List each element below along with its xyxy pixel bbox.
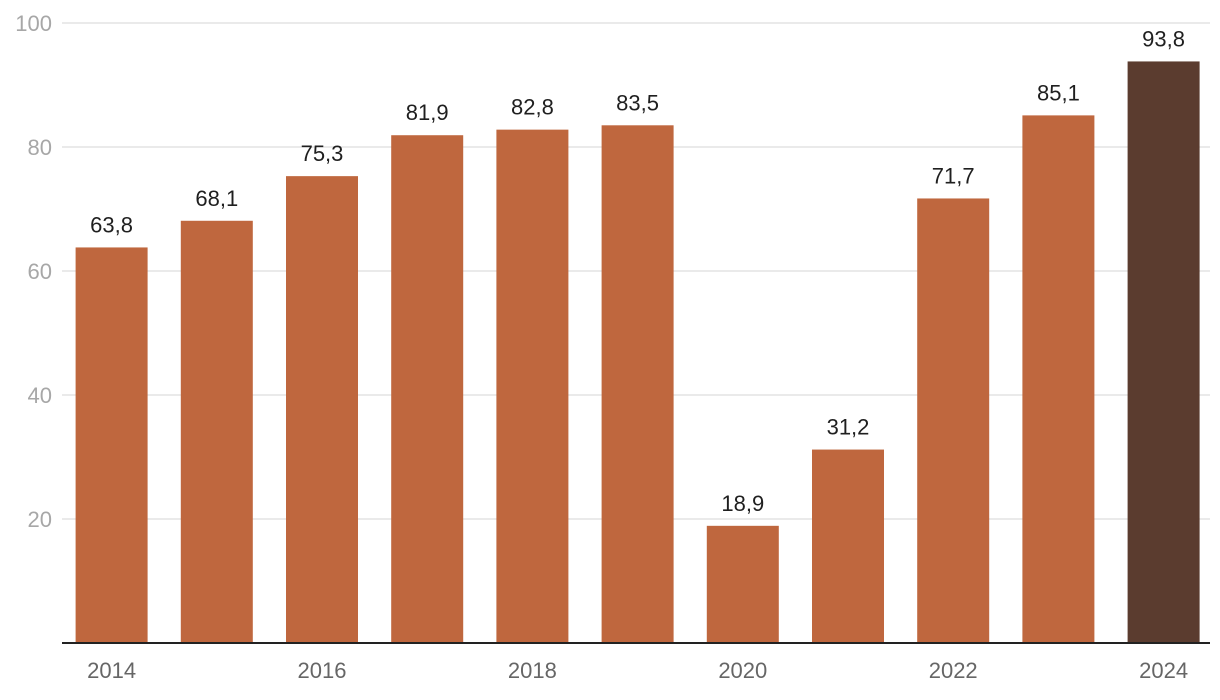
value-labels-layer: 63,8 68,1 75,3 81,9 82,8 83,5 18,9 31,2 71,7 85,1…: [90, 26, 1185, 515]
value-label-2024: 93,8: [1142, 26, 1185, 51]
axis-layer: 20 40 60 80 100 2014 2016 2018 2020 2022 2024: [15, 11, 1210, 683]
bar-2019: [601, 125, 674, 644]
x-tick-label-2014: 2014: [87, 658, 136, 683]
bar-2018: [496, 129, 569, 643]
bars-layer: [75, 61, 1200, 644]
value-label-2022: 71,7: [932, 163, 975, 188]
value-label-2015: 68,1: [195, 186, 238, 211]
bar-2022: [917, 198, 990, 643]
value-label-2016: 75,3: [301, 141, 344, 166]
bar-2017: [391, 135, 464, 643]
y-tick-label-20: 20: [28, 507, 52, 532]
bar-2021: [812, 449, 884, 643]
x-tick-label-2018: 2018: [508, 658, 557, 683]
bar-2024: [1127, 61, 1200, 643]
bar-2016: [286, 176, 358, 643]
x-tick-label-2020: 2020: [718, 658, 767, 683]
value-label-2019: 83,5: [616, 90, 659, 115]
y-tick-label-100: 100: [15, 11, 52, 36]
value-label-2018: 82,8: [511, 95, 554, 120]
value-label-2014: 63,8: [90, 212, 133, 237]
y-tick-label-60: 60: [28, 259, 52, 284]
bar-2023: [1022, 115, 1095, 643]
y-tick-label-40: 40: [28, 383, 52, 408]
x-tick-label-2022: 2022: [929, 658, 978, 683]
bar-2020: [706, 525, 779, 643]
bar-2014: [75, 247, 148, 643]
x-tick-label-2016: 2016: [298, 658, 347, 683]
value-label-2021: 31,2: [827, 415, 870, 440]
value-label-2020: 18,9: [721, 491, 764, 516]
bar-2015: [180, 220, 253, 643]
value-label-2023: 85,1: [1037, 80, 1080, 105]
x-tick-label-2024: 2024: [1139, 658, 1188, 683]
y-tick-label-80: 80: [28, 135, 52, 160]
value-label-2017: 81,9: [406, 100, 449, 125]
